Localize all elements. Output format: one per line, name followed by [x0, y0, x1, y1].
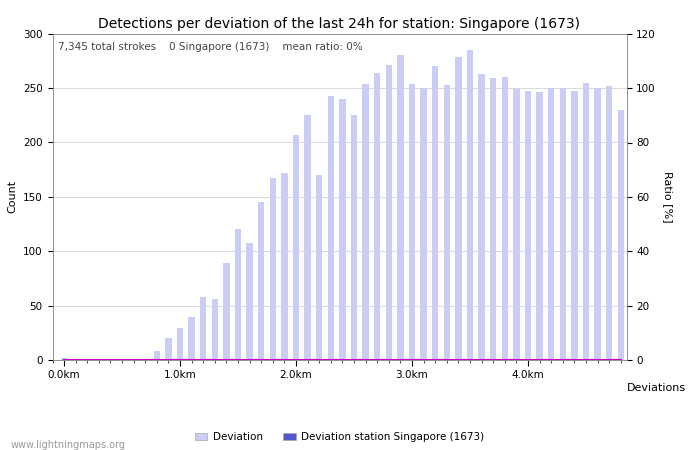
Bar — [432, 66, 438, 360]
Text: www.lightningmaps.org: www.lightningmaps.org — [10, 440, 125, 450]
Bar — [467, 50, 473, 360]
Bar — [606, 86, 612, 360]
Bar — [571, 91, 577, 360]
Bar — [397, 55, 404, 360]
Bar — [73, 359, 79, 360]
Y-axis label: Ratio [%]: Ratio [%] — [663, 171, 673, 223]
Bar — [211, 299, 218, 360]
Bar — [351, 115, 357, 360]
Bar — [258, 202, 265, 360]
Bar — [188, 316, 195, 360]
Bar — [246, 243, 253, 360]
Bar — [582, 83, 589, 360]
Bar — [270, 178, 276, 360]
Bar — [536, 92, 542, 360]
Bar — [490, 78, 496, 360]
Bar — [444, 85, 450, 360]
Bar — [340, 99, 346, 360]
Bar — [154, 351, 160, 360]
Bar — [107, 359, 113, 360]
Bar — [177, 328, 183, 360]
Bar — [293, 135, 299, 360]
Bar — [363, 84, 369, 360]
Bar — [502, 77, 508, 360]
Bar — [119, 359, 125, 360]
Bar — [142, 359, 148, 360]
Bar — [617, 110, 624, 360]
Bar — [223, 263, 230, 360]
Bar — [594, 88, 601, 360]
Bar — [165, 338, 172, 360]
Bar — [84, 359, 90, 360]
Bar — [513, 89, 519, 360]
Text: Deviations: Deviations — [626, 383, 685, 393]
Bar — [281, 173, 288, 360]
Bar — [478, 74, 484, 360]
Bar — [130, 359, 137, 360]
Bar — [559, 88, 566, 360]
Bar — [374, 73, 380, 360]
Y-axis label: Count: Count — [8, 180, 18, 213]
Text: 7,345 total strokes    0 Singapore (1673)    mean ratio: 0%: 7,345 total strokes 0 Singapore (1673) m… — [58, 42, 363, 52]
Bar — [548, 88, 554, 360]
Bar — [316, 175, 323, 360]
Bar — [61, 358, 67, 360]
Bar — [525, 91, 531, 360]
Bar — [455, 57, 461, 360]
Bar — [409, 84, 415, 360]
Bar — [96, 359, 102, 360]
Bar — [200, 297, 206, 360]
Bar — [304, 115, 311, 360]
Bar — [328, 96, 334, 360]
Bar — [386, 65, 392, 360]
Title: Detections per deviation of the last 24h for station: Singapore (1673): Detections per deviation of the last 24h… — [99, 17, 580, 31]
Bar — [421, 88, 427, 360]
Bar — [234, 230, 241, 360]
